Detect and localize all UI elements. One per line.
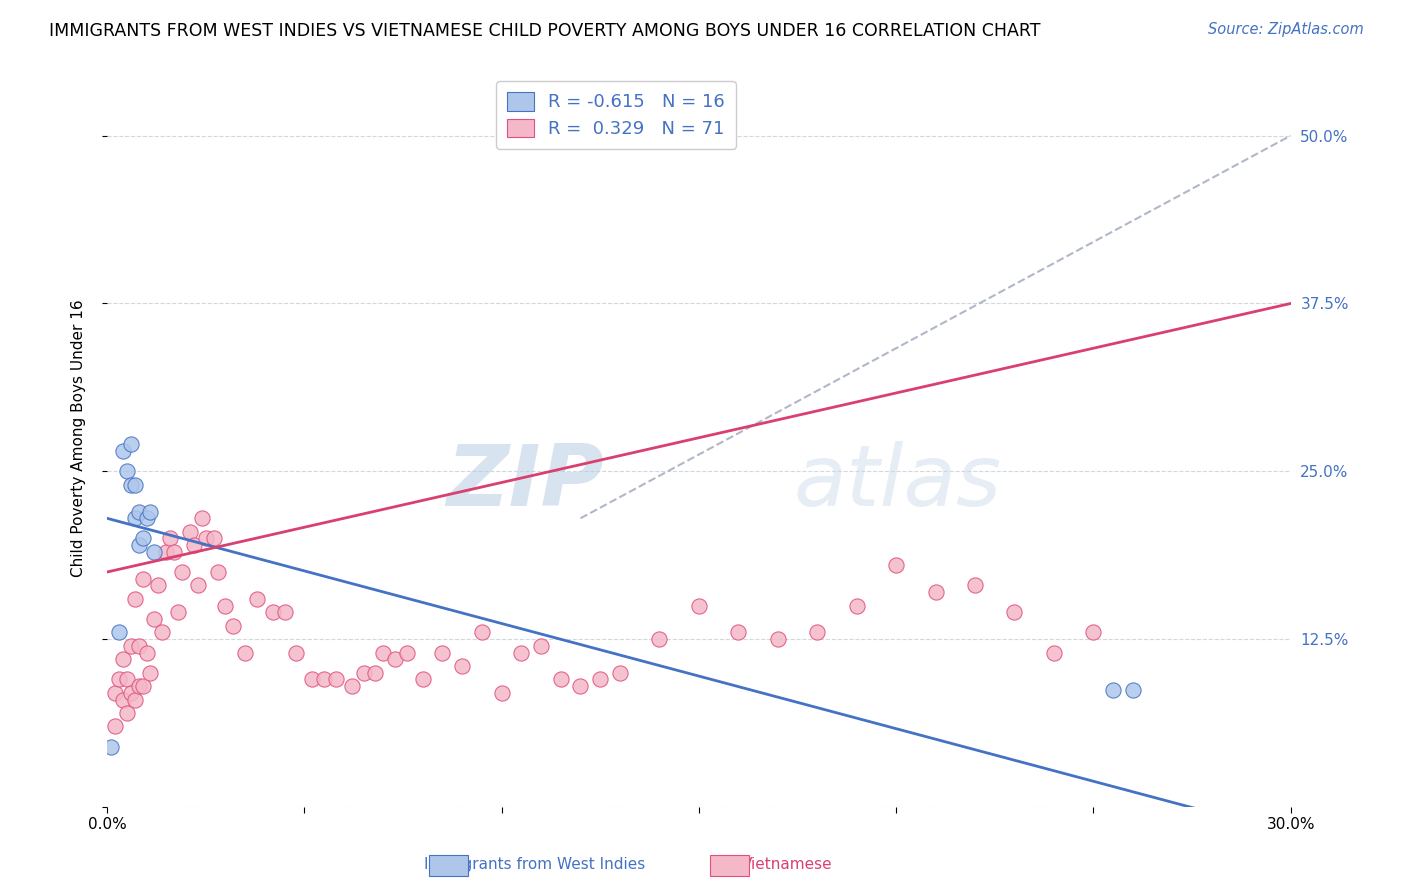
Point <box>688 599 710 613</box>
Point <box>179 524 201 539</box>
Point <box>150 625 173 640</box>
Point <box>163 545 186 559</box>
Point <box>139 505 162 519</box>
Point <box>373 646 395 660</box>
Point <box>124 692 146 706</box>
Point <box>530 639 553 653</box>
Point <box>194 532 217 546</box>
Point <box>207 565 229 579</box>
Point <box>120 639 142 653</box>
Point <box>131 679 153 693</box>
Point <box>115 464 138 478</box>
Point <box>143 612 166 626</box>
Point <box>222 618 245 632</box>
Point <box>550 673 572 687</box>
Point <box>120 437 142 451</box>
Point <box>273 605 295 619</box>
Point <box>202 532 225 546</box>
Point <box>115 673 138 687</box>
Point <box>135 646 157 660</box>
Point <box>124 477 146 491</box>
Point <box>364 665 387 680</box>
Point <box>183 538 205 552</box>
Point <box>128 538 150 552</box>
Point <box>451 659 474 673</box>
Point <box>124 511 146 525</box>
Legend: R = -0.615   N = 16, R =  0.329   N = 71: R = -0.615 N = 16, R = 0.329 N = 71 <box>496 81 735 149</box>
Point <box>301 673 323 687</box>
Point <box>187 578 209 592</box>
Point <box>569 679 592 693</box>
Y-axis label: Child Poverty Among Boys Under 16: Child Poverty Among Boys Under 16 <box>72 299 86 576</box>
Point <box>766 632 789 647</box>
Point <box>128 639 150 653</box>
Point <box>1102 683 1125 698</box>
Point <box>170 565 193 579</box>
Point <box>108 625 131 640</box>
Point <box>131 532 153 546</box>
Point <box>471 625 494 640</box>
Point <box>104 719 127 733</box>
Point <box>111 444 134 458</box>
Point <box>1122 683 1144 698</box>
Point <box>384 652 406 666</box>
Point <box>148 578 170 592</box>
Point <box>139 665 162 680</box>
Point <box>131 572 153 586</box>
Point <box>233 646 256 660</box>
Point <box>167 605 190 619</box>
Point <box>128 679 150 693</box>
Point <box>924 585 946 599</box>
Text: Immigrants from West Indies: Immigrants from West Indies <box>423 857 645 872</box>
Point <box>100 739 122 754</box>
Point <box>135 511 157 525</box>
Point <box>214 599 236 613</box>
Point <box>395 646 418 660</box>
Point <box>412 673 434 687</box>
Point <box>104 686 127 700</box>
Text: Source: ZipAtlas.com: Source: ZipAtlas.com <box>1208 22 1364 37</box>
Point <box>325 673 347 687</box>
Point <box>285 646 308 660</box>
Point <box>115 706 138 720</box>
Point <box>128 505 150 519</box>
Point <box>1004 605 1026 619</box>
Point <box>155 545 177 559</box>
Text: IMMIGRANTS FROM WEST INDIES VS VIETNAMESE CHILD POVERTY AMONG BOYS UNDER 16 CORR: IMMIGRANTS FROM WEST INDIES VS VIETNAMES… <box>49 22 1040 40</box>
Point <box>432 646 454 660</box>
Point <box>727 625 749 640</box>
Point <box>111 652 134 666</box>
Point <box>312 673 335 687</box>
Point <box>159 532 181 546</box>
Point <box>589 673 612 687</box>
Point <box>648 632 671 647</box>
Point <box>120 477 142 491</box>
Point <box>262 605 284 619</box>
Point <box>806 625 828 640</box>
Point <box>510 646 533 660</box>
Point <box>1083 625 1105 640</box>
Text: ZIP: ZIP <box>447 441 605 524</box>
Text: atlas: atlas <box>793 441 1001 524</box>
Point <box>108 673 131 687</box>
Point <box>143 545 166 559</box>
Point <box>884 558 907 573</box>
Point <box>190 511 212 525</box>
Point <box>1043 646 1066 660</box>
Point <box>111 692 134 706</box>
Point <box>963 578 986 592</box>
Point <box>491 686 513 700</box>
Point <box>609 665 631 680</box>
Point <box>845 599 868 613</box>
Point <box>340 679 363 693</box>
Point <box>124 591 146 606</box>
Point <box>120 686 142 700</box>
Point <box>353 665 375 680</box>
Text: Vietnamese: Vietnamese <box>742 857 832 872</box>
Point <box>246 591 269 606</box>
